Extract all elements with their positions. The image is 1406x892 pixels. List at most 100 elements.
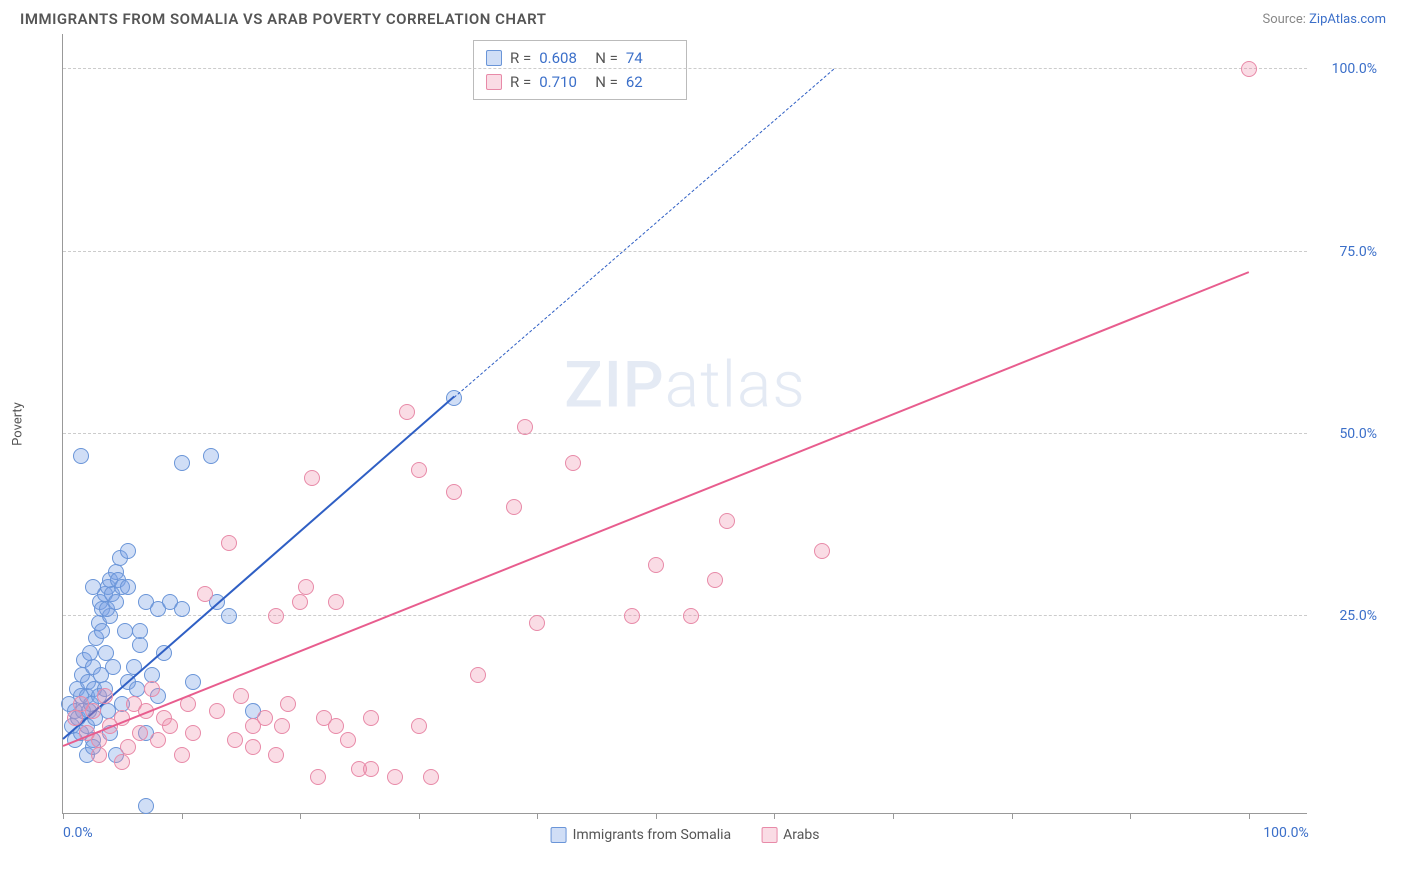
data-point [227,732,243,748]
data-point [117,623,133,639]
data-point [162,718,178,734]
watermark: ZIPatlas [564,347,806,422]
series-legend: Immigrants from Somalia Arabs [551,827,820,843]
data-point [221,608,237,624]
data-point [108,594,124,610]
data-point [268,608,284,624]
source-prefix: Source: [1262,12,1309,27]
data-point [446,484,462,500]
data-point [292,594,308,610]
source-link[interactable]: ZipAtlas.com [1309,12,1386,27]
legend-swatch [486,74,502,90]
data-point [85,703,101,719]
data-point [719,513,735,529]
trend-line [454,69,834,398]
data-point [506,499,522,515]
data-point [132,725,148,741]
y-tick-label: 75.0% [1317,244,1377,260]
data-point [174,601,190,617]
x-tick [774,813,775,819]
x-tick [1249,813,1250,819]
x-tick-label: 0.0% [63,825,93,841]
legend-swatch [551,827,567,843]
data-point [411,718,427,734]
data-point [814,543,830,559]
data-point [399,404,415,420]
data-point [565,455,581,471]
legend-n-value: 62 [626,70,674,94]
data-point [298,579,314,595]
legend-row: R =0.710N =62 [486,70,674,94]
data-point [105,659,121,675]
y-tick-label: 25.0% [1317,608,1377,624]
data-point [470,667,486,683]
gridline [63,433,1307,434]
series-legend-item: Immigrants from Somalia [551,827,732,843]
data-point [203,448,219,464]
y-tick-label: 50.0% [1317,426,1377,442]
x-tick [63,813,64,819]
data-point [185,725,201,741]
data-point [310,769,326,785]
data-point [387,769,403,785]
x-tick [893,813,894,819]
data-point [129,681,145,697]
data-point [529,615,545,631]
data-point [132,623,148,639]
data-point [624,608,640,624]
data-point [411,462,427,478]
legend-n-label: N = [595,70,618,94]
legend-r-value: 0.608 [539,46,587,70]
data-point [363,761,379,777]
data-point [363,710,379,726]
data-point [132,637,148,653]
y-axis-label: Poverty [11,402,26,446]
data-point [209,703,225,719]
data-point [423,769,439,785]
data-point [1241,61,1257,77]
series-name: Immigrants from Somalia [573,827,732,843]
legend-n-label: N = [595,46,618,70]
data-point [268,747,284,763]
x-tick [1012,813,1013,819]
data-point [517,419,533,435]
gridline [63,68,1307,69]
data-point [328,594,344,610]
data-point [340,732,356,748]
data-point [94,623,110,639]
x-tick [1130,813,1131,819]
x-tick [537,813,538,819]
data-point [648,557,664,573]
correlation-legend: R =0.608N =74R =0.710N =62 [473,40,687,100]
data-point [185,674,201,690]
trend-line [63,272,1249,748]
data-point [328,718,344,734]
plot-area: ZIPatlas R =0.608N =74R =0.710N =62 Immi… [62,34,1307,814]
data-point [97,688,113,704]
watermark-bold: ZIP [564,347,665,422]
chart-container: Poverty ZIPatlas R =0.608N =74R =0.710N … [20,34,1386,864]
data-point [197,586,213,602]
data-point [120,579,136,595]
source-attribution: Source: ZipAtlas.com [1262,12,1386,27]
data-point [274,718,290,734]
data-point [174,455,190,471]
data-point [245,718,261,734]
data-point [67,710,83,726]
legend-row: R =0.608N =74 [486,46,674,70]
data-point [150,732,166,748]
data-point [233,688,249,704]
data-point [221,535,237,551]
data-point [304,470,320,486]
watermark-thin: atlas [665,347,806,422]
series-name: Arabs [783,827,819,843]
legend-r-label: R = [510,46,531,70]
data-point [707,572,723,588]
data-point [91,747,107,763]
data-point [82,645,98,661]
gridline [63,251,1307,252]
legend-swatch [761,827,777,843]
data-point [138,798,154,814]
data-point [683,608,699,624]
x-tick [182,813,183,819]
